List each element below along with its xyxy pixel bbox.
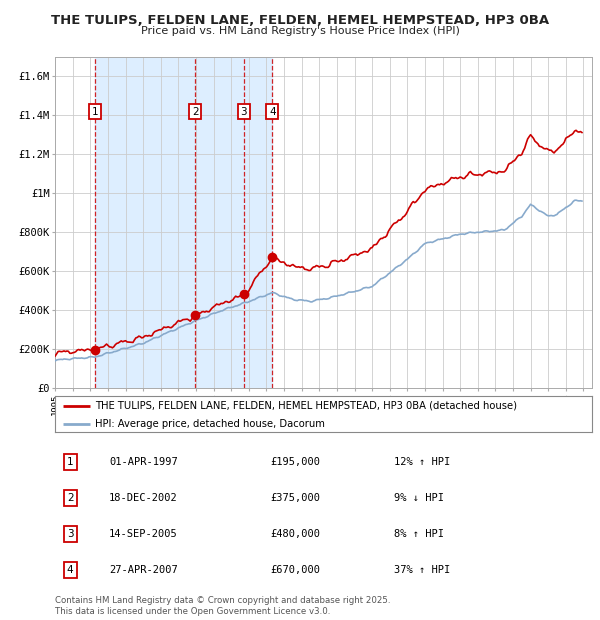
Text: 37% ↑ HPI: 37% ↑ HPI: [394, 565, 450, 575]
Text: 1: 1: [92, 107, 98, 117]
Text: 4: 4: [67, 565, 74, 575]
Text: 18-DEC-2002: 18-DEC-2002: [109, 493, 178, 503]
Text: HPI: Average price, detached house, Dacorum: HPI: Average price, detached house, Daco…: [95, 419, 325, 429]
Text: 2: 2: [67, 493, 74, 503]
Text: £195,000: £195,000: [270, 457, 320, 467]
Text: 27-APR-2007: 27-APR-2007: [109, 565, 178, 575]
Text: Contains HM Land Registry data © Crown copyright and database right 2025.
This d: Contains HM Land Registry data © Crown c…: [55, 596, 391, 616]
Text: £375,000: £375,000: [270, 493, 320, 503]
Text: 14-SEP-2005: 14-SEP-2005: [109, 529, 178, 539]
Text: 8% ↑ HPI: 8% ↑ HPI: [394, 529, 443, 539]
Text: THE TULIPS, FELDEN LANE, FELDEN, HEMEL HEMPSTEAD, HP3 0BA: THE TULIPS, FELDEN LANE, FELDEN, HEMEL H…: [51, 14, 549, 27]
Text: THE TULIPS, FELDEN LANE, FELDEN, HEMEL HEMPSTEAD, HP3 0BA (detached house): THE TULIPS, FELDEN LANE, FELDEN, HEMEL H…: [95, 401, 517, 411]
Text: 3: 3: [67, 529, 74, 539]
Text: 9% ↓ HPI: 9% ↓ HPI: [394, 493, 443, 503]
Text: 1: 1: [67, 457, 74, 467]
Text: 12% ↑ HPI: 12% ↑ HPI: [394, 457, 450, 467]
Text: £480,000: £480,000: [270, 529, 320, 539]
Bar: [95, 57, 272, 388]
Text: 2: 2: [192, 107, 199, 117]
Text: 4: 4: [269, 107, 275, 117]
Text: Price paid vs. HM Land Registry's House Price Index (HPI): Price paid vs. HM Land Registry's House …: [140, 26, 460, 36]
Text: 3: 3: [241, 107, 247, 117]
Text: 01-APR-1997: 01-APR-1997: [109, 457, 178, 467]
Text: £670,000: £670,000: [270, 565, 320, 575]
